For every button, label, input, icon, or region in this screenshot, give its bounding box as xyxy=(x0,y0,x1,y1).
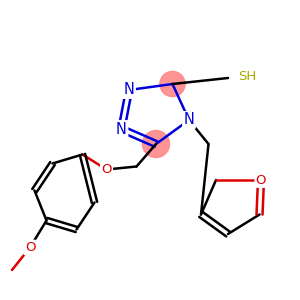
Text: SH: SH xyxy=(238,70,257,83)
Text: N: N xyxy=(116,122,127,136)
Circle shape xyxy=(142,130,170,158)
Text: O: O xyxy=(25,241,35,254)
Text: N: N xyxy=(184,112,194,128)
Circle shape xyxy=(160,71,185,97)
Text: N: N xyxy=(124,82,134,98)
Text: O: O xyxy=(256,173,266,187)
Text: O: O xyxy=(101,163,112,176)
